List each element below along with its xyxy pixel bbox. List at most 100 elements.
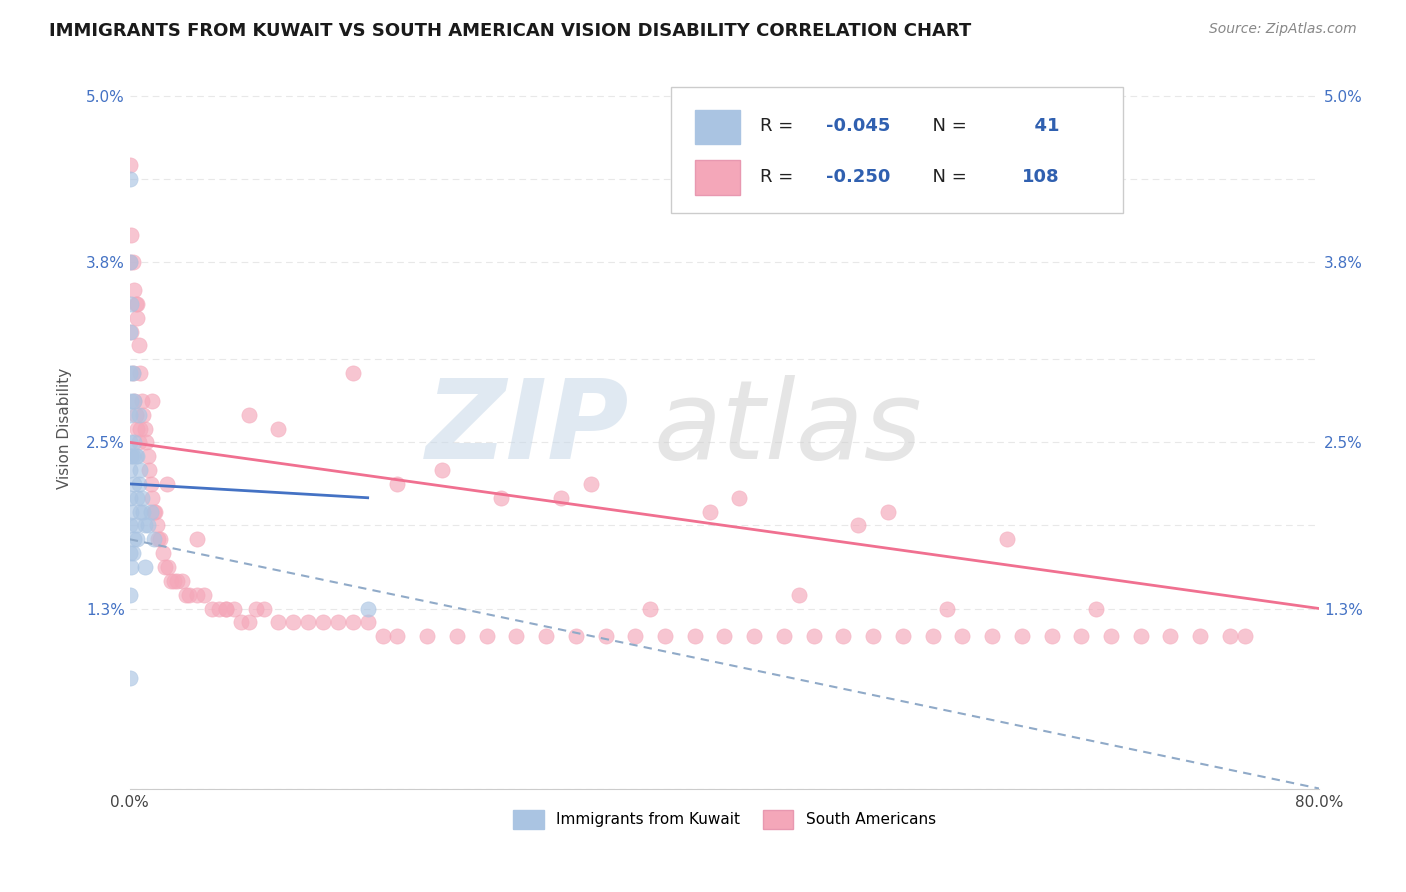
Point	[387, 629, 409, 643]
Point	[120, 297, 142, 311]
Point	[122, 283, 145, 297]
Point	[132, 408, 155, 422]
Point	[131, 393, 153, 408]
Point	[139, 476, 162, 491]
Point	[186, 533, 208, 547]
Text: ZIP: ZIP	[426, 375, 630, 482]
Point	[152, 546, 174, 560]
Point	[122, 393, 145, 408]
Point	[135, 435, 157, 450]
Point	[222, 601, 245, 615]
Point	[1011, 629, 1033, 643]
Point	[155, 560, 177, 574]
Point	[877, 505, 900, 519]
Text: 41: 41	[1022, 117, 1059, 135]
Point	[136, 518, 159, 533]
Point	[200, 601, 222, 615]
Point	[505, 629, 527, 643]
Point	[995, 533, 1018, 547]
Point	[120, 560, 142, 574]
Point	[128, 338, 150, 352]
Point	[157, 560, 180, 574]
Point	[387, 476, 409, 491]
Text: N =: N =	[921, 168, 972, 186]
Point	[127, 297, 149, 311]
Point	[267, 615, 290, 630]
Point	[138, 463, 160, 477]
Text: atlas: atlas	[654, 375, 922, 482]
Point	[950, 629, 973, 643]
Text: R =: R =	[761, 117, 799, 135]
Point	[862, 629, 884, 643]
Point	[728, 491, 751, 505]
Point	[136, 449, 159, 463]
Point	[342, 366, 364, 380]
Point	[283, 615, 305, 630]
Point	[1129, 629, 1152, 643]
Text: 108: 108	[1022, 168, 1060, 186]
Point	[118, 435, 141, 450]
Point	[122, 393, 145, 408]
Point	[475, 629, 498, 643]
Point	[118, 671, 141, 685]
Point	[163, 574, 186, 588]
Point	[832, 629, 855, 643]
Point	[342, 615, 364, 630]
Point	[252, 601, 274, 615]
Point	[120, 227, 142, 242]
Point	[129, 421, 152, 435]
Point	[134, 421, 156, 435]
Point	[595, 629, 617, 643]
Point	[565, 629, 588, 643]
Text: Source: ZipAtlas.com: Source: ZipAtlas.com	[1209, 22, 1357, 37]
Point	[118, 408, 141, 422]
Point	[132, 505, 155, 519]
Point	[446, 629, 468, 643]
Point	[121, 366, 143, 380]
Point	[166, 574, 188, 588]
Point	[128, 476, 150, 491]
Point	[156, 476, 179, 491]
Point	[638, 601, 661, 615]
Point	[238, 615, 260, 630]
Point	[936, 601, 959, 615]
Point	[129, 463, 152, 477]
Point	[120, 505, 142, 519]
Point	[120, 449, 142, 463]
Point	[129, 505, 152, 519]
Point	[170, 574, 193, 588]
Point	[118, 172, 141, 186]
Point	[118, 158, 141, 172]
Y-axis label: Vision Disability: Vision Disability	[58, 368, 72, 489]
Bar	[695, 110, 740, 145]
Bar	[695, 160, 740, 194]
Point	[125, 297, 148, 311]
Point	[120, 393, 142, 408]
Point	[143, 505, 166, 519]
Point	[118, 463, 141, 477]
Point	[891, 629, 914, 643]
Point	[297, 615, 319, 630]
Point	[238, 408, 260, 422]
Point	[245, 601, 267, 615]
Point	[1099, 629, 1122, 643]
Point	[1070, 629, 1092, 643]
Point	[118, 255, 141, 269]
Point	[118, 366, 141, 380]
Point	[142, 533, 165, 547]
Point	[1189, 629, 1212, 643]
Point	[142, 505, 165, 519]
Point	[267, 421, 290, 435]
Point	[699, 505, 721, 519]
Point	[125, 449, 148, 463]
Point	[326, 615, 349, 630]
Point	[491, 491, 513, 505]
Point	[193, 588, 215, 602]
Point	[416, 629, 439, 643]
Point	[134, 560, 156, 574]
Point	[129, 366, 152, 380]
Point	[1085, 601, 1108, 615]
Point	[654, 629, 676, 643]
Point	[118, 546, 141, 560]
Point	[127, 421, 149, 435]
